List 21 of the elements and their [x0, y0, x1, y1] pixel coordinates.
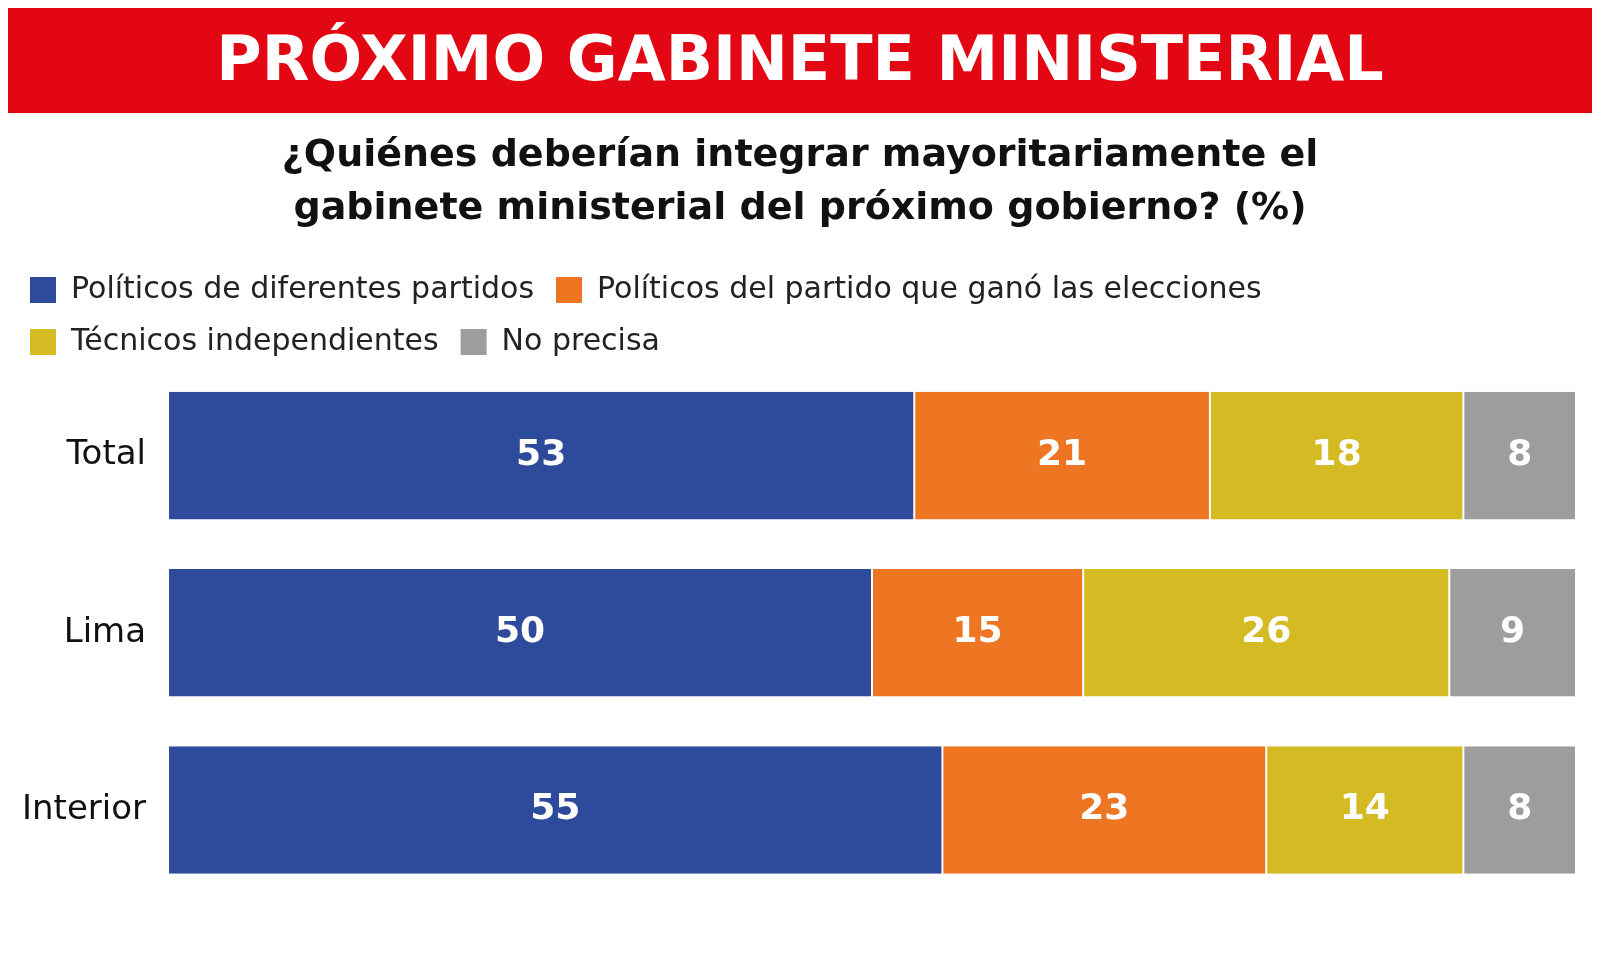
y-tick-label: Total: [65, 432, 147, 473]
data-label: 21: [1037, 432, 1088, 474]
data-label: 8: [1507, 786, 1533, 828]
data-label: 53: [516, 432, 567, 474]
data-label: 50: [494, 609, 546, 651]
legend-label: No precisa: [501, 322, 660, 358]
chart-title: PRÓXIMO GABINETE MINISTERIAL: [216, 22, 1384, 95]
data-label: 9: [1500, 609, 1526, 651]
legend-label: Políticos de diferentes partidos: [71, 270, 535, 306]
legend-label: Políticos del partido que ganó las elecciones: [597, 270, 1262, 306]
data-label: 26: [1241, 609, 1292, 651]
data-label: 15: [952, 609, 1003, 651]
data-label: 18: [1311, 432, 1362, 474]
chart-subtitle: ¿Quiénes deberían integrar mayoritariamente el gabinete ministerial del próximo gobierno? (%): [281, 131, 1319, 229]
legend-label: Técnicos independientes: [70, 322, 439, 358]
data-label: 8: [1507, 432, 1533, 474]
data-label: 23: [1079, 786, 1130, 828]
y-tick-label: Interior: [22, 787, 147, 828]
data-label: 14: [1339, 786, 1390, 828]
y-tick-label: Lima: [63, 610, 147, 650]
data-label: 55: [530, 786, 581, 828]
